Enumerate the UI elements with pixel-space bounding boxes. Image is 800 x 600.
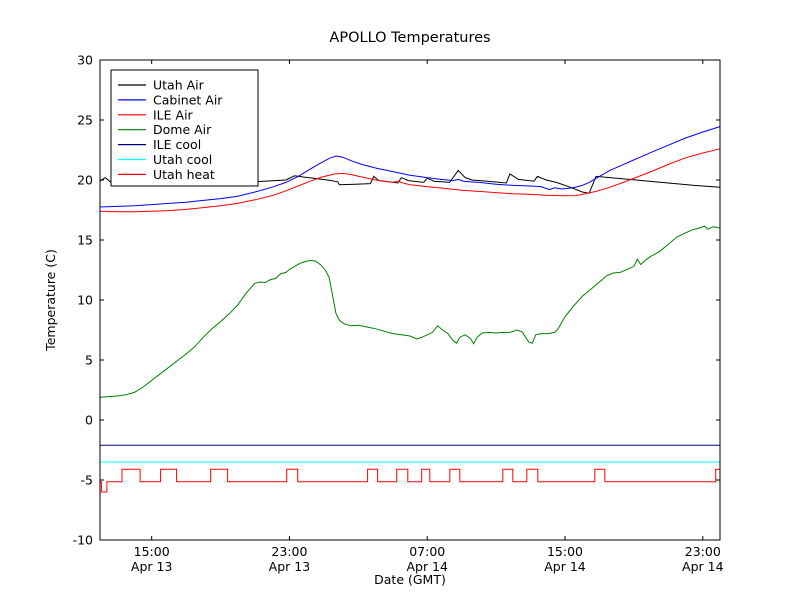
x-tick-label-date: Apr 14	[406, 559, 448, 574]
legend-entry: ILE Air	[118, 107, 194, 122]
y-tick-label: 20	[77, 173, 93, 188]
x-tick-label-time: 15:00	[547, 544, 583, 559]
legend-label: ILE Air	[153, 107, 194, 122]
legend-label: Utah Air	[153, 78, 205, 93]
x-tick-label-date: Apr 14	[682, 559, 724, 574]
series-line-cabinet-air	[99, 126, 721, 208]
y-tick-label: -5	[81, 473, 93, 488]
x-tick-label-date: Apr 14	[544, 559, 586, 574]
series-line-utah-air	[99, 169, 721, 194]
legend-label: Utah heat	[153, 167, 215, 182]
x-tick-label-time: 15:00	[134, 544, 170, 559]
series-line-utah-heat	[100, 468, 720, 493]
x-axis-label: Date (GMT)	[374, 572, 446, 587]
x-tick-label-time: 07:00	[409, 544, 445, 559]
y-tick-label: 0	[85, 413, 93, 428]
x-tick-label-date: Apr 13	[269, 559, 311, 574]
legend-box	[110, 69, 259, 187]
legend-entry: ILE cool	[118, 137, 201, 152]
y-tick-labels: 30 25 20 15 10 5 0 -5 -10	[73, 53, 93, 548]
chart-title: APOLLO Temperatures	[329, 30, 490, 46]
x-tick-label-time: 23:00	[271, 544, 307, 559]
legend-entry: Utah heat	[118, 167, 215, 182]
y-tick-label: -10	[73, 533, 93, 548]
x-tick-label-date: Apr 13	[131, 559, 173, 574]
legend-label: ILE cool	[153, 137, 201, 152]
y-tick-label: 5	[85, 353, 93, 368]
y-tick-label: 25	[77, 113, 93, 128]
series-lines	[99, 126, 721, 493]
legend-label: Dome Air	[153, 122, 212, 137]
series-line-ile-air	[99, 148, 721, 213]
y-tick-label: 15	[77, 233, 93, 248]
y-tick-label: 10	[77, 293, 93, 308]
legend: Utah Air Cabinet Air ILE Air Dome Air IL…	[110, 69, 259, 187]
legend-entry: Dome Air	[118, 122, 212, 137]
axis-ticks	[100, 59, 720, 541]
legend-label: Cabinet Air	[153, 92, 223, 107]
legend-entry: Utah cool	[118, 152, 212, 167]
series-line-dome-air	[99, 225, 721, 398]
y-axis-label: Temperature (C)	[43, 249, 58, 352]
x-tick-label-time: 23:00	[685, 544, 721, 559]
legend-label: Utah cool	[153, 152, 212, 167]
legend-entry: Cabinet Air	[118, 92, 223, 107]
legend-entry: Utah Air	[118, 78, 205, 93]
y-tick-label: 30	[77, 53, 93, 68]
